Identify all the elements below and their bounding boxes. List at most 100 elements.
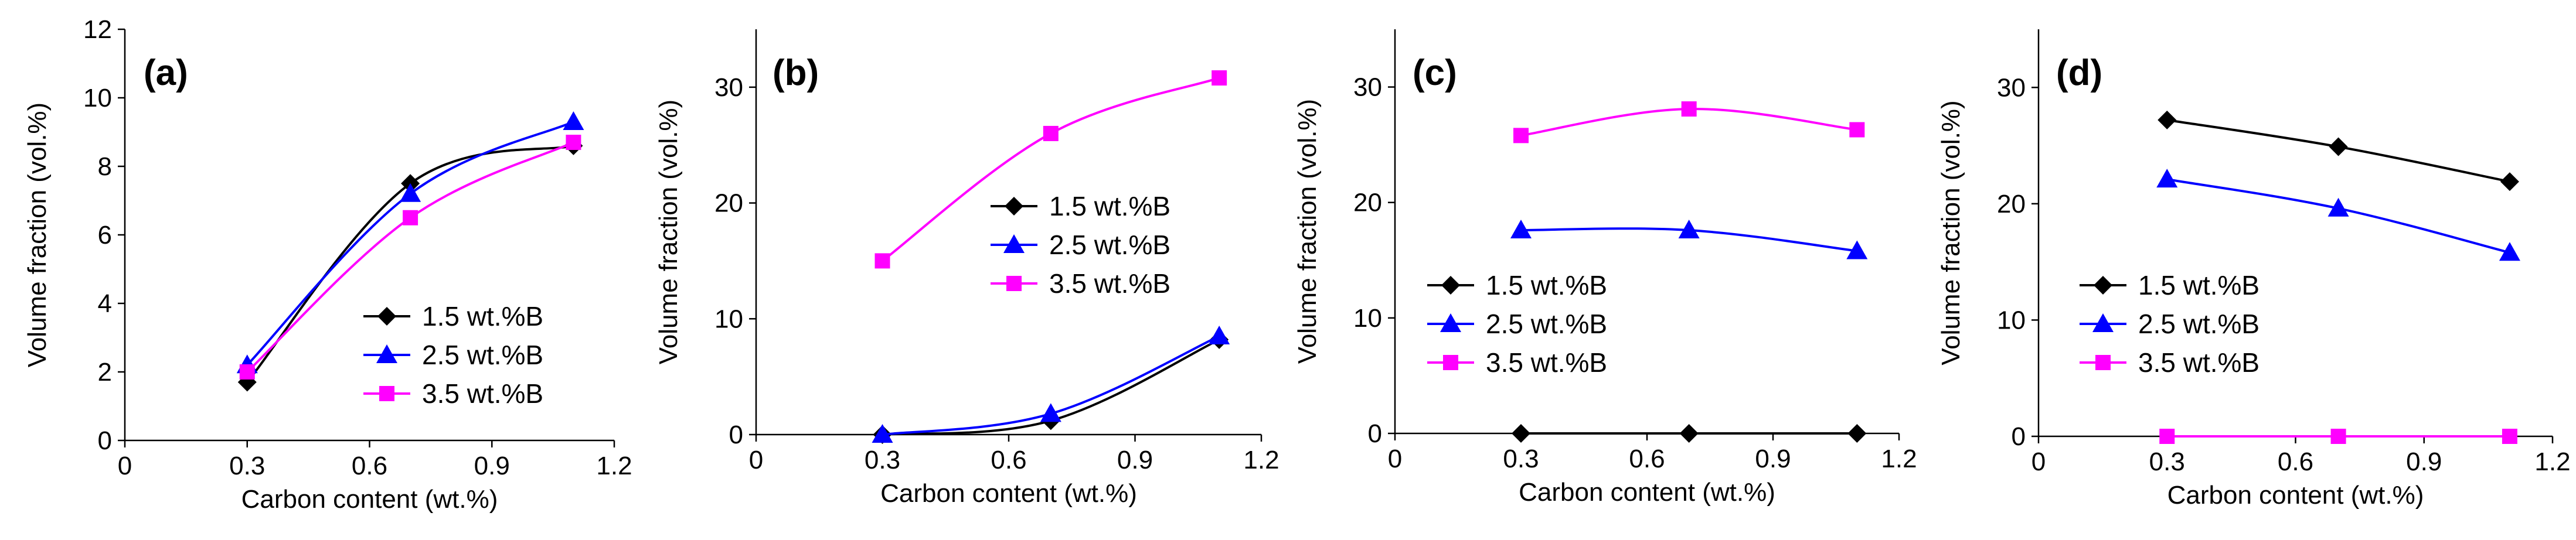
data-point-series-3 xyxy=(1681,101,1697,117)
x-tick-label: 0 xyxy=(2031,447,2046,476)
panel-a: 0 0.3 0.6 0.9 1.2 0 2 4 6 8 10 12 Carbon content (wt… xyxy=(23,15,632,514)
legend-marker xyxy=(1441,276,1460,295)
legend-entry: 1.5 wt.%B xyxy=(1049,191,1170,221)
panel-label: (b) xyxy=(773,53,819,93)
x-axis-title: Carbon content (wt.%) xyxy=(2167,481,2424,510)
y-axis-title: Volume fraction (vol.%) xyxy=(1293,99,1322,364)
data-point-series-1 xyxy=(1512,424,1530,443)
data-point-series-3 xyxy=(403,210,418,225)
y-tick-label: 10 xyxy=(83,84,112,112)
data-point-series-2 xyxy=(2327,197,2349,217)
y-tick-label: 0 xyxy=(98,426,112,455)
x-tick-label: 1.2 xyxy=(1243,446,1279,474)
y-axis-title: Volume fraction (vol.%) xyxy=(654,100,683,364)
data-point-series-1 xyxy=(2500,172,2519,192)
y-tick-label: 30 xyxy=(714,73,743,102)
legend-entry: 1.5 wt.%B xyxy=(2138,270,2259,300)
x-tick-label: 1.2 xyxy=(1881,445,1917,473)
legend-marker xyxy=(1003,234,1025,253)
x-tick-label: 0.3 xyxy=(229,452,265,480)
y-tick-label: 30 xyxy=(1353,73,1382,102)
legend-marker xyxy=(2094,276,2112,295)
data-point-series-1 xyxy=(2329,137,2348,156)
legend-marker xyxy=(379,386,394,401)
data-point-series-3 xyxy=(874,253,890,269)
y-tick-label: 20 xyxy=(714,189,743,218)
y-tick-label: 12 xyxy=(83,15,112,44)
x-tick-label: 0.9 xyxy=(1755,445,1791,473)
y-tick-label: 8 xyxy=(98,152,112,181)
data-point-series-3 xyxy=(1043,125,1059,141)
data-point-series-2 xyxy=(2156,169,2178,188)
legend: 1.5 wt.%B 2.5 wt.%B 3.5 wt.%B xyxy=(2080,270,2259,378)
x-tick-label: 0 xyxy=(749,446,763,474)
legend-entry: 2.5 wt.%B xyxy=(2138,309,2259,339)
data-point-series-3 xyxy=(566,135,581,151)
data-point-series-2 xyxy=(872,424,893,443)
x-tick-label: 0.6 xyxy=(1629,445,1665,473)
data-point-series-1 xyxy=(2158,110,2177,129)
y-tick-label: 0 xyxy=(729,421,743,449)
legend: 1.5 wt.%B 2.5 wt.%B 3.5 wt.%B xyxy=(363,301,543,409)
data-point-series-1 xyxy=(1847,424,1867,443)
legend: 1.5 wt.%B 2.5 wt.%B 3.5 wt.%B xyxy=(991,191,1170,299)
legend-entry: 3.5 wt.%B xyxy=(422,378,543,409)
x-tick-label: 0.6 xyxy=(2278,447,2313,476)
legend-entry: 1.5 wt.%B xyxy=(1486,270,1607,300)
x-tick-label: 0.9 xyxy=(1117,446,1153,474)
legend-entry: 2.5 wt.%B xyxy=(1486,309,1607,339)
legend-marker xyxy=(1005,197,1023,216)
x-tick-label: 0.6 xyxy=(352,452,387,480)
panel-c: 0 0.3 0.6 0.9 1.2 0 10 20 30 Carbon content (wt.%… xyxy=(1293,29,1917,507)
x-tick-label: 0 xyxy=(118,452,132,480)
x-tick-label: 0.9 xyxy=(474,452,510,480)
y-tick-label: 6 xyxy=(98,221,112,250)
legend-marker xyxy=(2095,355,2111,370)
panel-label: (c) xyxy=(1413,53,1457,93)
y-tick-label: 10 xyxy=(714,305,743,333)
legend-marker xyxy=(376,344,397,363)
data-point-series-2 xyxy=(1040,403,1061,422)
legend-entry: 3.5 wt.%B xyxy=(1049,268,1170,299)
y-tick-label: 10 xyxy=(1997,306,2026,334)
x-tick-label: 0.3 xyxy=(1503,445,1539,473)
data-point-series-2 xyxy=(563,111,584,130)
legend-marker xyxy=(2092,313,2114,332)
y-tick-label: 2 xyxy=(98,358,112,387)
data-point-series-2 xyxy=(400,183,421,202)
data-point-series-2 xyxy=(1678,220,1700,239)
series-line-1 xyxy=(246,144,574,383)
x-tick-label: 1.2 xyxy=(596,452,632,480)
y-tick-label: 30 xyxy=(1997,73,2026,102)
panel-label: (a) xyxy=(144,53,188,93)
data-point-series-3 xyxy=(239,364,255,380)
x-axis-title: Carbon content (wt.%) xyxy=(880,479,1137,508)
legend-entry: 3.5 wt.%B xyxy=(2138,347,2259,378)
x-tick-label: 0.3 xyxy=(865,446,900,474)
y-tick-label: 0 xyxy=(2012,422,2026,451)
x-tick-label: 0.9 xyxy=(2406,447,2442,476)
x-tick-label: 0 xyxy=(1388,445,1402,473)
legend-entry: 2.5 wt.%B xyxy=(1049,230,1170,260)
legend-marker xyxy=(1006,276,1022,291)
legend-marker xyxy=(1443,355,1458,370)
x-tick-label: 0.6 xyxy=(991,446,1026,474)
data-point-series-2 xyxy=(1209,325,1230,344)
panel-b: 0 0.3 0.6 0.9 1.2 0 10 20 30 Carbon content (wt.%… xyxy=(654,29,1280,508)
data-point-series-3 xyxy=(1513,128,1529,143)
y-tick-label: 20 xyxy=(1353,189,1382,217)
data-point-series-3 xyxy=(2159,429,2175,444)
y-axis-title: Volume fraction (vol.%) xyxy=(23,102,52,367)
x-axis-title: Carbon content (wt.%) xyxy=(1519,478,1775,507)
legend-marker xyxy=(377,307,396,326)
y-tick-label: 0 xyxy=(1368,419,1382,448)
y-tick-label: 20 xyxy=(1997,190,2026,218)
data-point-series-2 xyxy=(1846,240,1868,259)
data-point-series-3 xyxy=(1849,122,1865,138)
legend-entry: 1.5 wt.%B xyxy=(422,301,543,331)
data-point-series-3 xyxy=(2330,429,2346,444)
legend: 1.5 wt.%B 2.5 wt.%B 3.5 wt.%B xyxy=(1427,270,1607,378)
data-point-series-3 xyxy=(1212,70,1227,86)
y-tick-label: 4 xyxy=(98,289,112,318)
